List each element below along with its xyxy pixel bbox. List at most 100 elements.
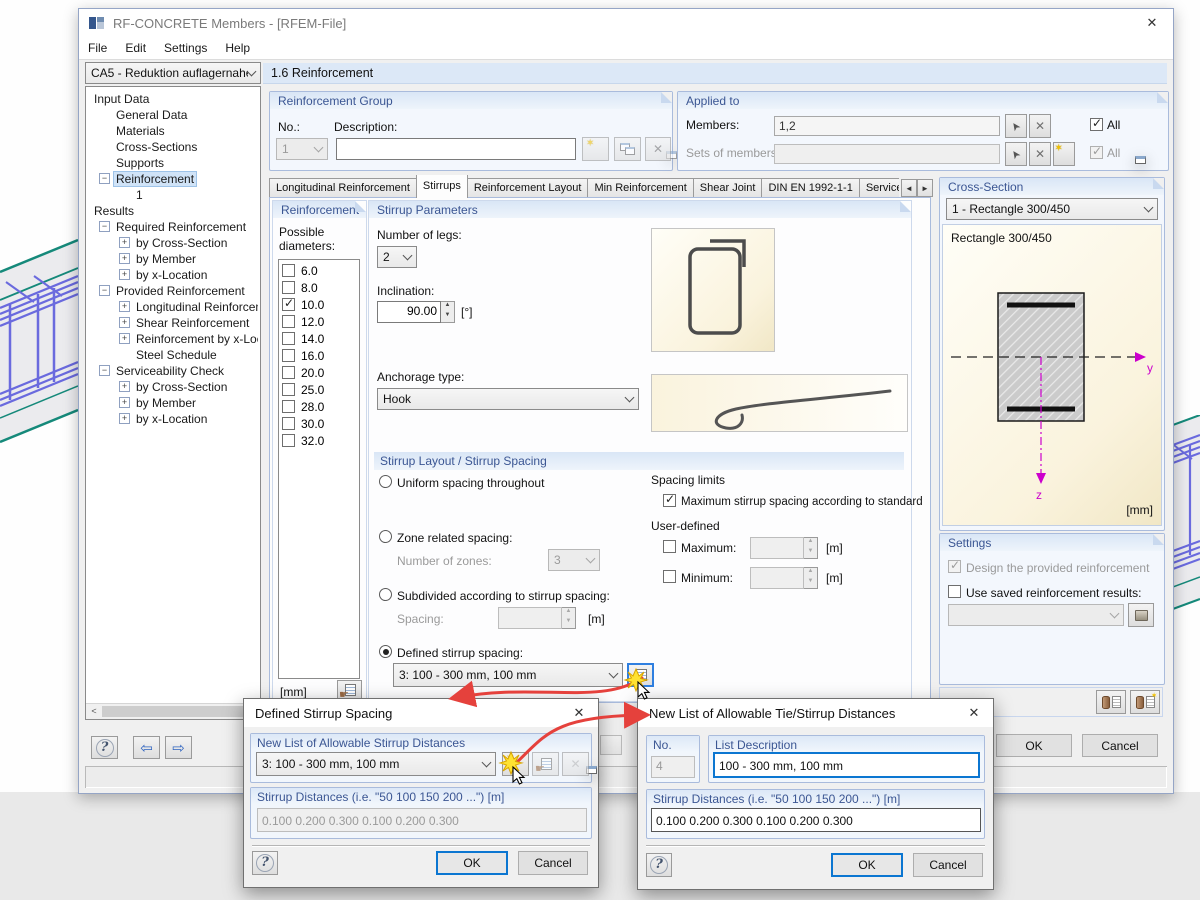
scroll-left-icon[interactable]: < [91, 706, 97, 716]
edit-list-button[interactable]: ☛ [532, 752, 559, 776]
copy-group-button[interactable] [614, 137, 641, 161]
expand-icon[interactable]: + [119, 333, 130, 344]
tree-item[interactable]: + Shear Reinforcement [88, 315, 258, 331]
diameter-row[interactable]: 12.0 [279, 314, 359, 331]
use-saved-checkbox[interactable] [948, 585, 961, 598]
diameter-checkbox[interactable] [282, 332, 295, 345]
save-results-button[interactable] [1128, 603, 1154, 627]
cross-section-select[interactable]: 1 - Rectangle 300/450 [946, 198, 1158, 220]
list-description-input[interactable]: 100 - 300 mm, 100 mm [713, 752, 980, 778]
dialog1-cancel-button[interactable]: Cancel [518, 851, 588, 875]
legs-select[interactable]: 2 [377, 246, 417, 268]
saved-results-select[interactable] [948, 604, 1124, 626]
diameter-row[interactable]: 32.0 [279, 433, 359, 450]
tab-shear-joint[interactable]: Shear Joint [692, 178, 763, 198]
tree-item[interactable]: + by x-Location [88, 267, 258, 283]
pick-members-button[interactable]: ➤ [1005, 114, 1027, 138]
spin-down-icon[interactable]: ▼ [807, 548, 814, 554]
spacing-value[interactable] [498, 607, 562, 629]
menu-item-edit[interactable]: Edit [125, 41, 147, 55]
inclination-value[interactable]: 90.00 [377, 301, 441, 323]
stepper-buttons[interactable]: ▲ ▼ [562, 607, 576, 629]
clear-sets-button[interactable]: ✕ [1029, 142, 1051, 166]
diameter-checkbox[interactable] [282, 264, 295, 277]
all-members-checkbox[interactable] [1090, 116, 1103, 131]
diameter-row[interactable]: 6.0 [279, 263, 359, 280]
edit-spacing-lists-button[interactable]: ☛ [627, 663, 654, 687]
user-min-stepper[interactable]: ▲ ▼ [750, 567, 818, 589]
scrollbar-thumb[interactable] [102, 706, 254, 717]
dialog1-help-button[interactable]: ? [252, 851, 278, 875]
diameter-checkbox[interactable] [282, 434, 295, 447]
spin-up-icon[interactable]: ▲ [807, 538, 814, 544]
tree-item[interactable]: − Reinforcement [88, 171, 258, 187]
tab-stirrups[interactable]: Stirrups [415, 175, 468, 198]
diameter-checkbox[interactable] [282, 400, 295, 413]
diameter-checkbox[interactable] [282, 417, 295, 430]
delete-group-button[interactable]: ✕ [645, 137, 671, 161]
spin-down-icon[interactable]: ▼ [565, 618, 572, 624]
tree-item[interactable]: Results [88, 203, 258, 219]
nav-back-button[interactable]: ⇦ [133, 736, 160, 759]
window-titlebar[interactable]: RF-CONCRETE Members - [RFEM-File] ✕ [79, 9, 1173, 37]
dialog2-titlebar[interactable]: New List of Allowable Tie/Stirrup Distan… [638, 699, 993, 727]
user-min-value[interactable] [750, 567, 804, 589]
inclination-stepper[interactable]: 90.00 ▲ ▼ [377, 301, 455, 323]
menu-item-help[interactable]: Help [225, 41, 251, 55]
tree-item[interactable]: 1 [88, 187, 258, 203]
user-max-value[interactable] [750, 537, 804, 559]
dialog2-help-button[interactable]: ? [646, 853, 672, 877]
tree-item[interactable]: Materials [88, 123, 258, 139]
tree-item[interactable]: + by Cross-Section [88, 235, 258, 251]
diameter-row[interactable]: 8.0 [279, 280, 359, 297]
expand-icon[interactable]: + [119, 413, 130, 424]
all-sets-checkbox[interactable] [1090, 144, 1103, 159]
tab-longitudinal-reinforcement[interactable]: Longitudinal Reinforcement [269, 178, 417, 198]
group-no-select[interactable]: 1 [276, 138, 328, 160]
cancel-button[interactable]: Cancel [1082, 734, 1158, 757]
collapse-icon[interactable]: − [99, 365, 110, 376]
spin-up-icon[interactable]: ▲ [807, 568, 814, 574]
export-reinforcement-button[interactable]: ✶ [1130, 690, 1160, 714]
user-max-stepper[interactable]: ▲ ▼ [750, 537, 818, 559]
max-standard-checkbox[interactable] [663, 492, 676, 507]
tree-item[interactable]: + by x-Location [88, 411, 258, 427]
clear-members-button[interactable]: ✕ [1029, 114, 1051, 138]
tree-item[interactable]: Input Data [88, 91, 258, 107]
tree-item[interactable]: Supports [88, 155, 258, 171]
expand-icon[interactable]: + [119, 237, 130, 248]
diameter-row[interactable]: 16.0 [279, 348, 359, 365]
distances-input[interactable]: 0.100 0.200 0.300 0.100 0.200 0.300 [651, 808, 981, 832]
stepper-buttons[interactable]: ▲ ▼ [804, 537, 818, 559]
tree-item[interactable]: General Data [88, 107, 258, 123]
tree-item[interactable]: − Serviceability Check [88, 363, 258, 379]
new-group-button[interactable]: ✶ [582, 137, 677, 161]
dialog1-titlebar[interactable]: Defined Stirrup Spacing ✕ [244, 699, 598, 727]
zones-select[interactable]: 3 [548, 549, 600, 571]
spin-up-icon[interactable]: ▲ [565, 608, 572, 614]
tree-item[interactable]: + by Member [88, 395, 258, 411]
dialog2-cancel-button[interactable]: Cancel [913, 853, 983, 877]
defined-spacing-select[interactable]: 3: 100 - 300 mm, 100 mm [393, 663, 623, 687]
expand-icon[interactable]: + [119, 301, 130, 312]
tab-scroll-left[interactable]: ◄ [901, 179, 917, 197]
nav-forward-button[interactable]: ⇨ [165, 736, 192, 759]
diameter-row[interactable]: 28.0 [279, 399, 359, 416]
spin-down-icon[interactable]: ▼ [444, 312, 451, 318]
expand-icon[interactable]: + [119, 317, 130, 328]
tree-item[interactable]: + Reinforcement by x-Location [88, 331, 258, 347]
close-icon[interactable]: ✕ [573, 705, 585, 720]
radio-defined-spacing[interactable] [379, 645, 392, 658]
expand-icon[interactable]: + [119, 253, 130, 264]
menu-item-settings[interactable]: Settings [164, 41, 208, 55]
diameter-checkbox[interactable] [282, 366, 295, 379]
stepper-buttons[interactable]: ▲ ▼ [804, 567, 818, 589]
tree-item[interactable]: + by Member [88, 251, 258, 267]
tree-item[interactable]: + Longitudinal Reinforcement [88, 299, 258, 315]
distances-field[interactable]: 0.100 0.200 0.300 0.100 0.200 0.300 [257, 808, 587, 832]
diameter-checkbox[interactable] [282, 349, 295, 362]
tab-scroll-right[interactable]: ► [917, 179, 933, 197]
delete-list-button[interactable]: ✕ [562, 752, 589, 776]
sets-field[interactable] [774, 144, 1000, 164]
tab-din-en-1992-1-1[interactable]: DIN EN 1992-1-1 [761, 178, 860, 198]
